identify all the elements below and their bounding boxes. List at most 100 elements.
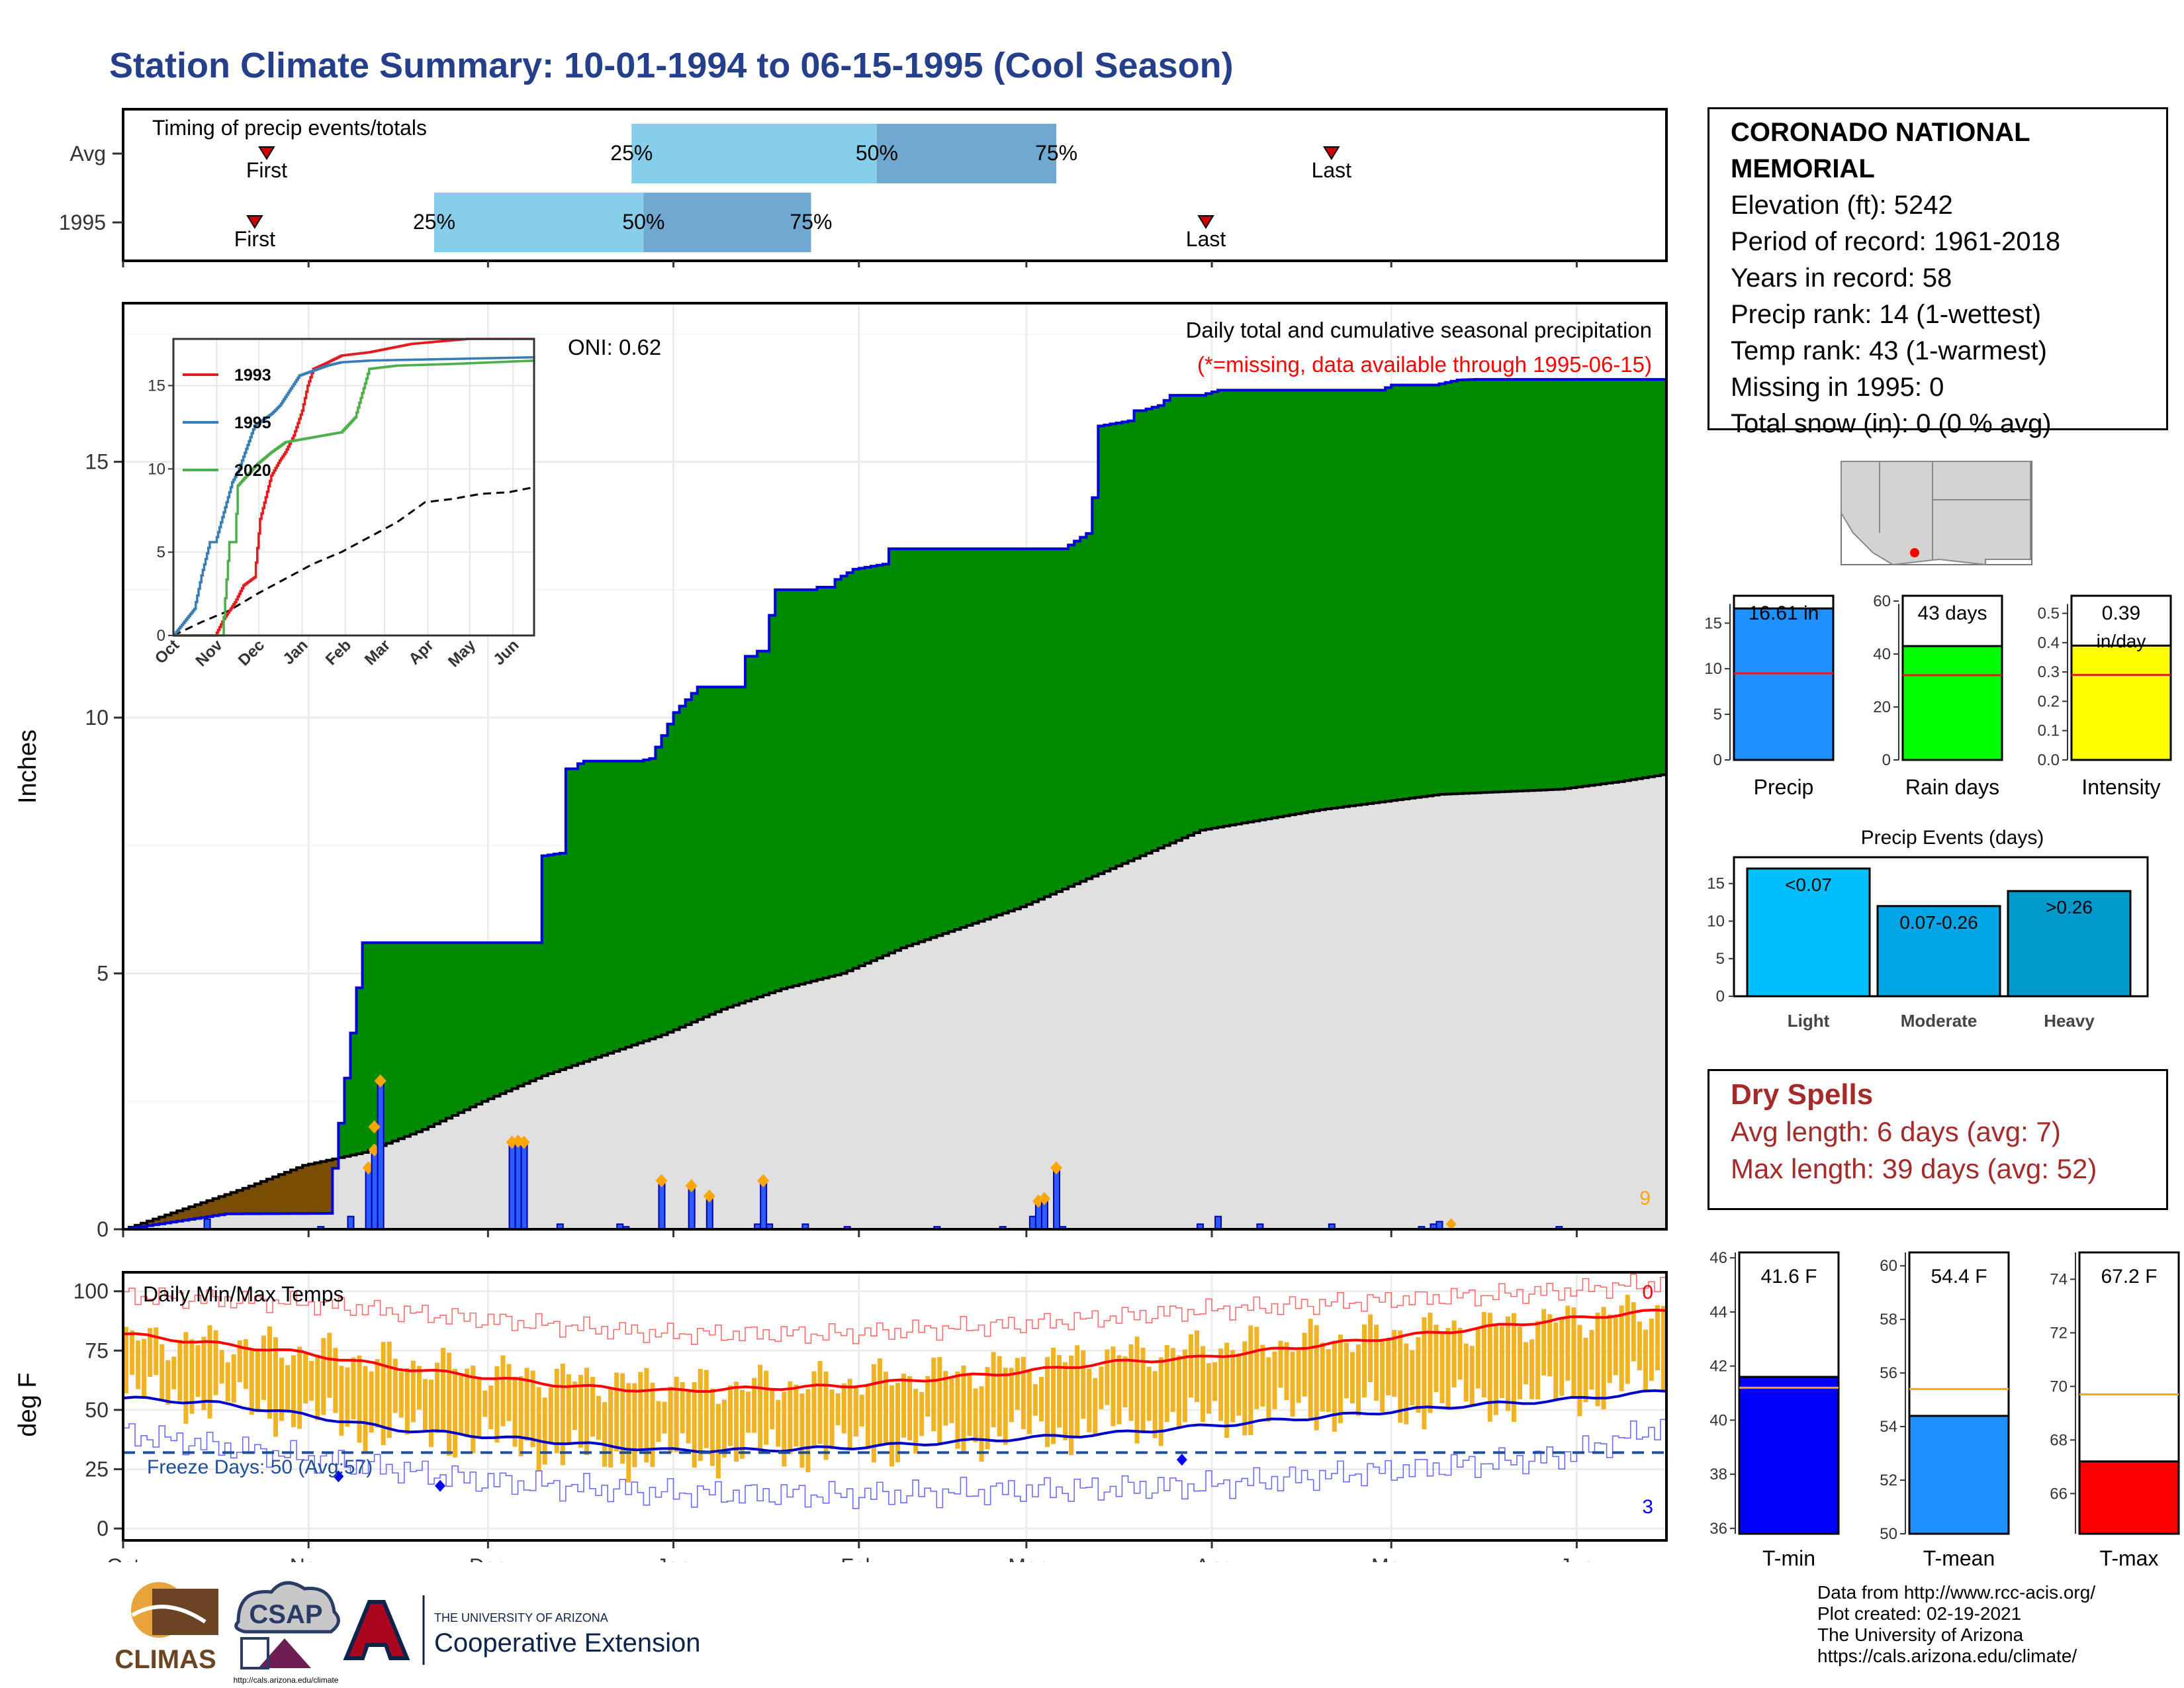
daily-temp-bar: [435, 1362, 440, 1433]
above-avg-fill: [590, 761, 596, 1060]
daily-temp-bar: [321, 1338, 326, 1415]
daily-temp-bar: [345, 1367, 350, 1427]
daily-temp-bar: [1601, 1307, 1606, 1410]
daily-temp-bar: [1057, 1354, 1062, 1428]
above-avg-fill: [1630, 379, 1637, 780]
timing-last-marker: [1323, 146, 1340, 160]
above-avg-fill: [1092, 497, 1099, 876]
above-avg-fill: [422, 943, 429, 1130]
above-avg-fill: [895, 549, 901, 951]
above-avg-fill: [1224, 390, 1230, 826]
daily-temp-bar: [1003, 1368, 1008, 1445]
precip-frame: [122, 302, 1668, 1231]
daily-temp-bar: [1649, 1318, 1654, 1381]
daily-temp-bar: [668, 1386, 673, 1453]
mini-ytick-label: 20: [1873, 698, 1891, 716]
below-avg-fill: [141, 1223, 148, 1227]
events-bar-label: >0.26: [2046, 897, 2093, 917]
mini-ytick-label: 40: [1873, 645, 1891, 663]
temp-ylabel: deg F: [14, 1372, 42, 1436]
above-avg-fill: [1175, 395, 1183, 841]
credits-url: https://cals.arizona.edu/climate/: [1817, 1646, 2077, 1666]
events-bar-2: [2007, 890, 2132, 998]
daily-temp-bar: [201, 1336, 206, 1411]
below-avg-fill: [195, 1204, 202, 1219]
below-avg-fill: [314, 1162, 322, 1214]
below-avg-fill: [291, 1170, 297, 1214]
daily-temp-bar: [1577, 1325, 1582, 1417]
daily-temp-bar: [686, 1389, 691, 1444]
above-avg-fill: [1660, 379, 1667, 775]
above-avg-fill: [948, 549, 956, 932]
above-avg-fill: [523, 943, 531, 1084]
inset-ytick-label: 15: [148, 377, 165, 395]
above-avg-fill: [488, 943, 495, 1099]
mini-value-label: 43 days: [1917, 602, 1987, 624]
above-avg-fill: [799, 589, 806, 984]
mini-ytick-label: 0.2: [2038, 692, 2060, 710]
inset-series-line-2020: [173, 359, 535, 637]
events-title: Precip Events (days): [1861, 827, 2044, 849]
above-avg-fill: [1331, 390, 1338, 808]
daily-temp-bar: [1236, 1354, 1242, 1416]
timing-first-label: First: [246, 158, 287, 182]
tbar-ytick-label: 46: [1709, 1249, 1727, 1267]
above-avg-fill: [410, 943, 417, 1135]
above-avg-fill: [1301, 390, 1308, 813]
daily-temp-bar: [566, 1374, 571, 1445]
daily-temp-bar: [704, 1370, 709, 1448]
daily-temp-bar: [369, 1371, 374, 1433]
above-avg-fill: [1559, 379, 1566, 790]
daily-temp-bar: [764, 1370, 769, 1445]
tbar-ytick-label: 60: [1880, 1257, 1897, 1275]
above-avg-fill: [1570, 379, 1578, 788]
daily-temp-bar: [381, 1342, 386, 1446]
timing-p75-label: 75%: [1035, 141, 1077, 165]
daily-temp-bar: [1655, 1305, 1660, 1371]
daily-temp-bar: [554, 1368, 559, 1454]
above-avg-fill: [1451, 381, 1458, 794]
daily-temp-bar: [620, 1373, 625, 1464]
daily-temp-bar: [1284, 1342, 1289, 1401]
below-avg-fill: [254, 1184, 261, 1214]
above-avg-fill: [1020, 549, 1027, 908]
mini-bar-0: [1733, 607, 1835, 761]
freeze-label: Freeze Days: 50 (Avg:57): [147, 1456, 373, 1478]
daily-temp-bar: [1451, 1320, 1457, 1387]
above-avg-fill: [470, 943, 477, 1107]
timing-p75-label: 75%: [790, 210, 832, 234]
daily-temp-bar: [1422, 1317, 1427, 1430]
below-avg-fill: [296, 1167, 303, 1214]
below-avg-fill: [320, 1161, 328, 1214]
above-avg-fill: [1014, 549, 1021, 910]
precip-panel: Inches 0 5 10 15 Daily total and cumulative…: [14, 302, 1668, 1241]
daily-temp-bar: [416, 1366, 422, 1410]
locator-map: [1841, 461, 2032, 566]
daily-temp-bar: [1541, 1309, 1547, 1376]
tbar-ytick-label: 74: [2050, 1270, 2068, 1288]
tbar-value-label: 41.6 F: [1760, 1266, 1817, 1288]
above-avg-fill: [876, 565, 884, 959]
daily-temp-bar: [1063, 1362, 1068, 1440]
above-avg-fill: [1199, 395, 1206, 831]
above-avg-fill: [1415, 385, 1422, 798]
above-avg-fill: [614, 761, 621, 1052]
below-avg-fill: [285, 1172, 291, 1214]
timing-last-label: Last: [1186, 227, 1226, 251]
tbar-ytick-label: 42: [1709, 1358, 1727, 1376]
temp-xtick-label: Jan: [657, 1554, 691, 1562]
above-avg-fill: [1504, 379, 1512, 792]
daily-temp-bar: [1362, 1324, 1367, 1397]
precip-ytick-label: 10: [85, 706, 109, 729]
above-avg-fill: [1612, 379, 1619, 782]
daily-temp-bar: [465, 1368, 470, 1438]
daily-temp-bar: [459, 1376, 464, 1436]
above-avg-fill: [1325, 390, 1332, 810]
daily-precip-bar: [508, 1141, 516, 1230]
above-avg-fill: [1319, 390, 1326, 810]
daily-precip-marker: [518, 1135, 530, 1149]
daily-temp-bar: [387, 1341, 392, 1438]
above-avg-fill: [368, 943, 375, 1150]
daily-temp-bar: [1044, 1357, 1050, 1447]
above-avg-fill: [559, 853, 567, 1070]
